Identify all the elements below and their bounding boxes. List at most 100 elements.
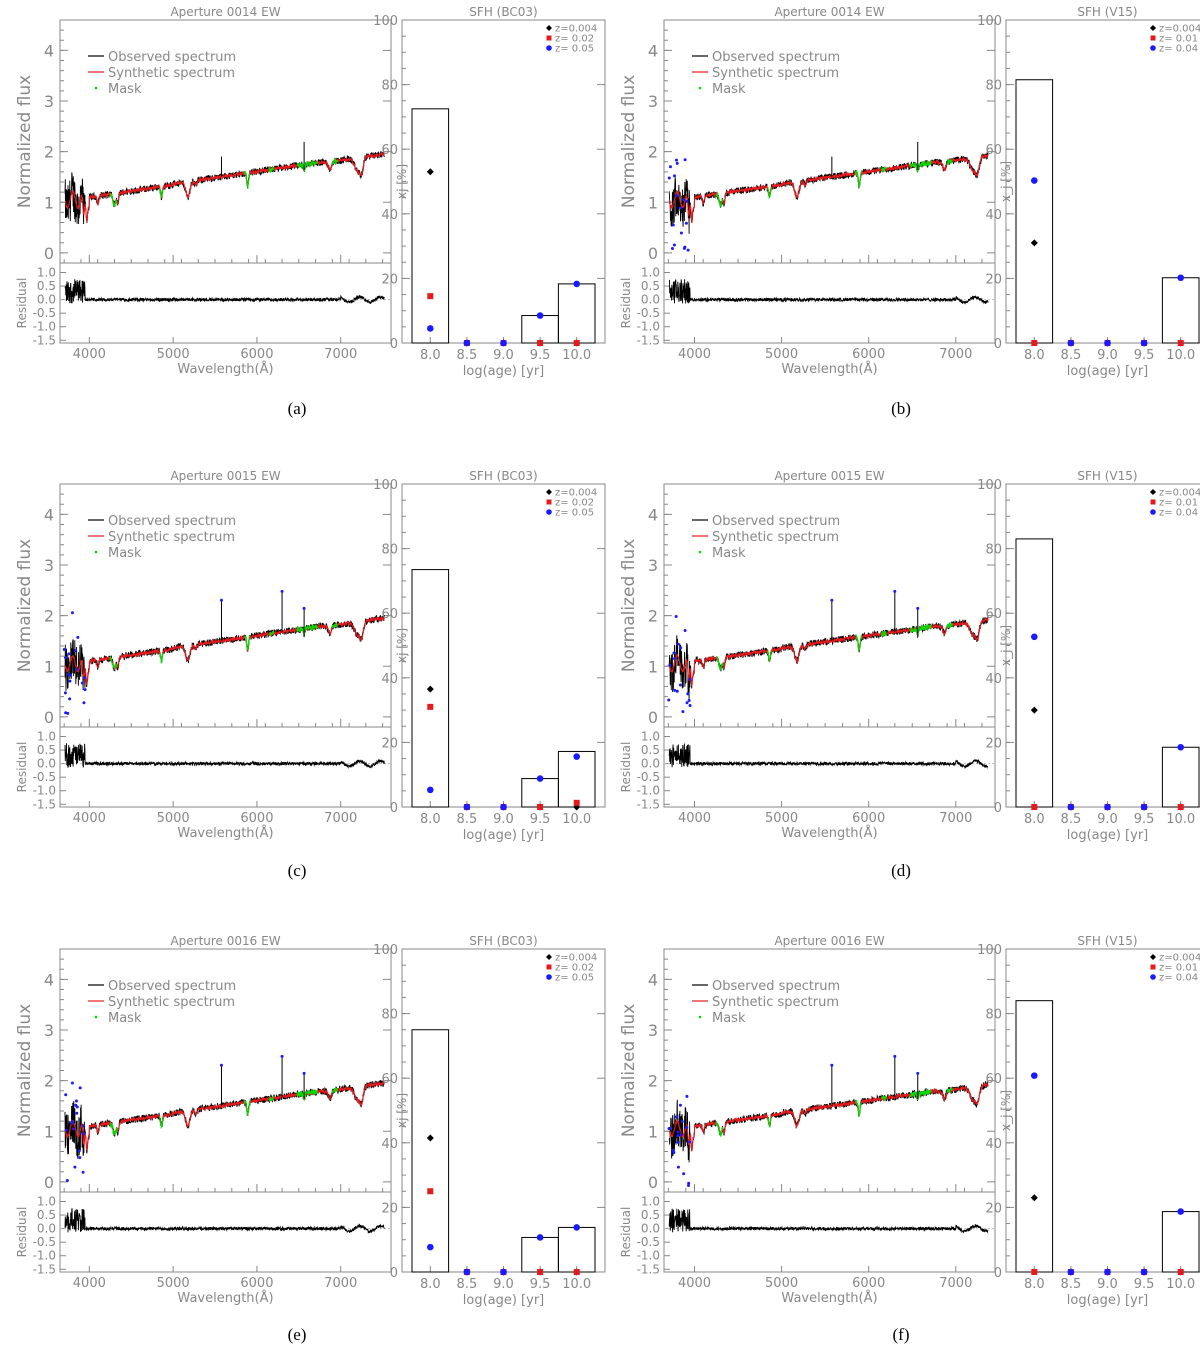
residual-ytick-label: -0.5	[637, 1235, 660, 1249]
mask-segment	[331, 1087, 338, 1094]
mask-segment	[767, 650, 772, 662]
sfh-xtick-label: 8.5	[1061, 1277, 1082, 1292]
residual-ytick-label: 1.0	[641, 265, 660, 279]
sfh-ytick-label: 100	[977, 943, 1002, 958]
flagged-point	[674, 158, 678, 162]
sfh-title: SFH (BC03)	[469, 469, 537, 483]
point-z-series-3	[1140, 339, 1148, 347]
point-z-series-3	[573, 753, 580, 760]
metallicity-legend-label: z= 0.05	[555, 44, 594, 55]
flux-ylabel: Normalized flux	[15, 539, 35, 672]
sfh-frame	[1005, 948, 1200, 1273]
synthetic-spectrum-line	[668, 1082, 989, 1152]
metallicity-legend-label: z= 0.04	[1159, 973, 1198, 984]
sfh-xtick-label: 8.0	[1024, 348, 1045, 363]
metallicity-legend-label: z=0.004	[1159, 24, 1200, 35]
residual-ytick-label: -0.5	[33, 306, 56, 320]
residual-ytick-label: -1.0	[33, 1249, 56, 1263]
residual-ytick-label: -1.5	[637, 1262, 660, 1276]
flagged-point	[686, 1184, 690, 1188]
sfh-panel: SFH (V15) 0 20 40 60 80 100 x_j [%] 8.0 8.5 9.0 9.5…	[977, 5, 1200, 379]
flux-ytick-label: 1	[44, 1122, 54, 1141]
mask-segment	[855, 634, 863, 651]
metallicity-legend-label: z= 0.02	[555, 34, 594, 45]
flux-ylabel: Normalized flux	[619, 539, 639, 672]
residual-line	[668, 1208, 989, 1234]
flagged-point	[676, 1134, 680, 1138]
sublabels-group: (a) (b) (c) (d) (e) (f)	[288, 399, 911, 1344]
flagged-point	[683, 629, 687, 633]
sfh-xlabel: log(age) [yr]	[463, 364, 545, 379]
legend-marker-z2	[546, 35, 552, 41]
flagged-point	[687, 1181, 691, 1185]
flagged-point	[688, 704, 692, 708]
point-z-series-2	[573, 340, 580, 346]
flagged-point	[670, 246, 674, 250]
wavelength-tick-label: 6000	[852, 811, 885, 826]
mask-segment	[909, 160, 932, 173]
point-z-series-2	[537, 1269, 544, 1275]
residual-line	[64, 1208, 385, 1234]
residual-ytick-label: -0.5	[33, 770, 56, 784]
residual-ylabel: Residual	[15, 1207, 29, 1258]
sfh-ytick-label: 80	[381, 543, 398, 558]
sfh-ylabel: xj [%]	[395, 164, 409, 199]
flagged-point	[74, 1099, 78, 1103]
legend-label: Observed spectrum	[712, 979, 840, 994]
legend-marker-z3	[1150, 974, 1156, 980]
point-z-series-1	[1030, 239, 1038, 247]
flagged-point	[679, 206, 683, 210]
wavelength-tick-label: 6000	[852, 1276, 885, 1291]
legend-label: Synthetic spectrum	[108, 530, 235, 545]
point-z-series-3	[1177, 1208, 1184, 1215]
residual-line	[64, 279, 385, 304]
mask-segment	[716, 656, 724, 671]
sfh-xtick-label: 9.5	[530, 1277, 551, 1292]
sfh-xlabel: log(age) [yr]	[463, 828, 545, 843]
sfh-xtick-label: 8.0	[1024, 812, 1045, 827]
spectrum-title: Aperture 0014 EW	[170, 5, 280, 19]
sfh-xtick-label: 10.0	[1166, 812, 1195, 827]
flagged-point	[685, 1094, 689, 1098]
residual-ytick-label: 1.0	[37, 265, 56, 279]
wavelength-tick-label: 7000	[939, 1276, 972, 1291]
wavelength-tick-label: 4000	[678, 1276, 711, 1291]
wavelength-tick-label: 7000	[939, 811, 972, 826]
sfh-frame	[1005, 483, 1200, 808]
point-z-series-3	[1177, 743, 1184, 751]
sfh-xtick-label: 9.5	[530, 812, 551, 827]
flagged-point	[674, 1115, 678, 1119]
flux-ytick-label: 3	[648, 92, 658, 111]
flagged-point	[302, 1071, 306, 1075]
point-z-series-1	[426, 168, 434, 176]
mask-segment	[715, 1121, 724, 1137]
flagged-point	[280, 589, 284, 593]
mask-segment	[296, 624, 318, 635]
residual-line	[64, 743, 385, 769]
wavelength-tick-label: 4000	[678, 811, 711, 826]
sfh-title: SFH (BC03)	[469, 5, 537, 19]
sfh-ytick-label: 60	[985, 607, 1002, 622]
sfh-ylabel: x_j [%]	[999, 161, 1013, 202]
flagged-point	[678, 1103, 682, 1107]
point-z-series-1	[1030, 706, 1038, 714]
mask-segment	[946, 1086, 953, 1093]
point-z-series-2	[537, 804, 544, 810]
residual-ytick-label: -1.0	[637, 784, 660, 798]
sfh-ytick-label: 60	[985, 1072, 1002, 1087]
point-z-series-3	[536, 1234, 544, 1241]
point-z-series-3	[500, 803, 507, 811]
legend-label: Synthetic spectrum	[712, 530, 839, 545]
sfh-ytick-label: 20	[381, 736, 398, 751]
flagged-point	[916, 606, 920, 610]
sfh-ytick-label: 60	[381, 143, 398, 158]
mask-segment	[109, 656, 118, 670]
wavelength-tick-label: 7000	[324, 811, 357, 826]
spectrum-title: Aperture 0014 EW	[774, 5, 884, 19]
flagged-point	[66, 711, 70, 715]
